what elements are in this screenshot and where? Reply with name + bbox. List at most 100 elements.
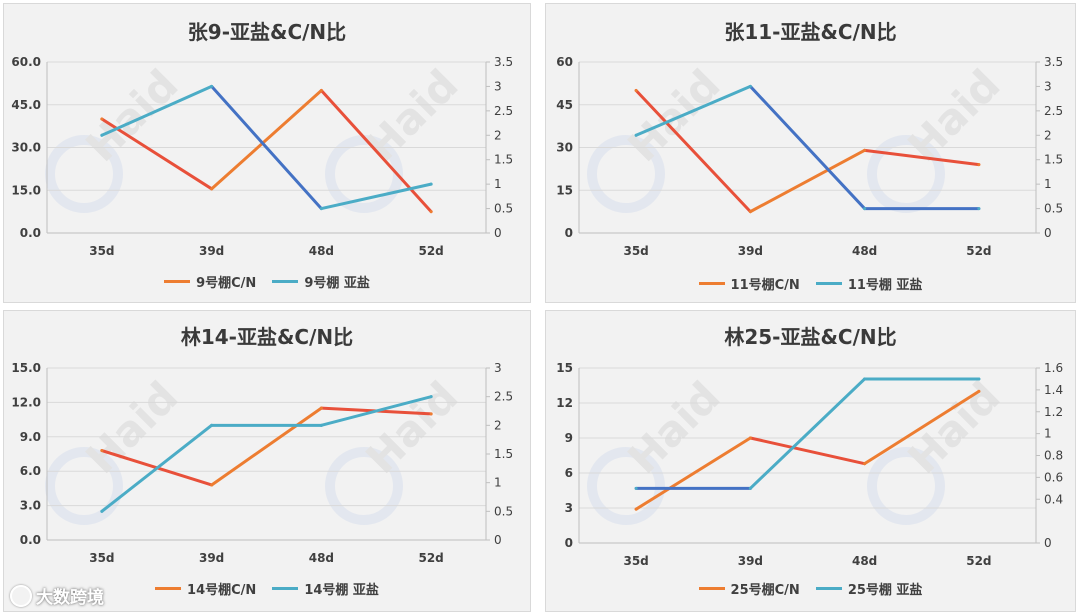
series-segment [210, 89, 323, 191]
watermark-logo-icon [867, 447, 945, 525]
data-point [429, 412, 433, 416]
y-left-tick-label: 12.0 [11, 395, 41, 409]
x-tick-label: 39d [738, 554, 763, 568]
data-point [100, 449, 104, 453]
series-segment [100, 423, 214, 513]
series-segment [748, 377, 867, 490]
y-right-tick-label: 0.8 [1044, 449, 1063, 463]
y-right-tick-label: 2 [494, 128, 502, 142]
y-left-tick-label: 9 [565, 431, 573, 445]
legend-item-nitrite: 11号棚 亚盐 [815, 274, 923, 293]
x-tick-label: 39d [199, 551, 224, 565]
chart-panel-lin25: Haid Haid 0 3 6 9 12 15 0 0.4 0.6 0.8 1 1.2 1.4 1.6 35d 3… [545, 310, 1076, 612]
y-left-tick-label: 60 [556, 55, 573, 69]
y-right-tick-label: 1.5 [494, 153, 513, 167]
y-right-tick-label: 0 [494, 226, 502, 240]
y-left-tick-label: 0.0 [20, 533, 41, 547]
legend-item-nitrite: 9号棚 亚盐 [272, 272, 370, 291]
watermark-logo-icon [587, 135, 665, 213]
series-segment [100, 117, 214, 191]
y-left-tick-label: 15.0 [11, 361, 41, 375]
x-tick-label: 52d [966, 554, 991, 568]
y-left-tick-label: 15.0 [11, 183, 41, 197]
data-point [634, 133, 638, 137]
y-right-tick-label: 1.5 [494, 447, 513, 461]
x-tick-label: 48d [852, 554, 877, 568]
y-right-tick-label: 0 [1044, 226, 1052, 240]
x-tick-label: 35d [89, 244, 114, 258]
series-segment [748, 148, 867, 214]
y-right-tick-label: 0 [494, 533, 502, 547]
y-right-tick-label: 0.5 [494, 202, 513, 216]
y-right-tick-label: 3 [494, 79, 502, 93]
legend-label: 9号棚 亚盐 [304, 276, 370, 291]
x-tick-label: 48d [309, 244, 334, 258]
x-tick-label: 35d [623, 244, 648, 258]
y-right-tick-label: 0.5 [494, 504, 513, 518]
chart-svg-zhang9: Haid Haid 0.0 15.0 30.0 45.0 60.0 0 0.5 1 1.5 2 2.5 3… [11, 55, 513, 258]
y-left-tick-label: 45 [556, 98, 573, 112]
data-point [863, 462, 867, 466]
y-right-tick-label: 2 [1044, 128, 1052, 142]
chart-title: 张11-亚盐&C/N比 [724, 20, 897, 44]
chart-svg-lin25: Haid Haid 0 3 6 9 12 15 0 0.4 0.6 0.8 1 1.2 1.4 1.6 35d 3… [556, 361, 1063, 568]
y-right-tick-label: 0.6 [1044, 470, 1063, 484]
data-point [748, 436, 752, 440]
y-right-tick-label: 1.6 [1044, 361, 1063, 375]
x-tick-label: 52d [966, 244, 991, 258]
data-point [977, 377, 981, 381]
y-right-tick-label: 1 [1044, 427, 1052, 441]
data-point [429, 210, 433, 214]
series-segment [748, 84, 867, 211]
chart-legend: 11号棚C/N 11号棚 亚盐 [546, 274, 1075, 293]
legend-label: 25号棚 亚盐 [847, 583, 923, 598]
y-right-tick-label: 3 [494, 361, 502, 375]
chart-legend: 9号棚C/N 9号棚 亚盐 [4, 272, 530, 291]
y-right-tick-label: 3.5 [494, 55, 513, 69]
y-right-tick-label: 0.4 [1044, 492, 1063, 506]
chart-title: 张9-亚盐&C/N比 [187, 20, 347, 44]
data-point [748, 486, 752, 490]
data-point [100, 117, 104, 121]
legend-label: 25号棚C/N [730, 583, 800, 598]
data-point [634, 486, 638, 490]
y-right-tick-label: 1 [1044, 177, 1052, 191]
watermark-text: Haid [618, 60, 729, 171]
legend-item-nitrite: 25号棚 亚盐 [815, 579, 923, 598]
legend-label: 11号棚C/N [730, 278, 800, 293]
chart-panel-zhang11: Haid Haid 0 15 30 45 60 0 0.5 1 1.5 2 2.5 3 3.5 35d 39d 4… [545, 3, 1076, 303]
chart-title: 林14-亚盐&C/N比 [180, 325, 354, 349]
y-right-tick-label: 1 [494, 177, 502, 191]
site-watermark-text: 大数跨境 [36, 588, 104, 608]
chart-legend: 25号棚C/N 25号棚 亚盐 [546, 579, 1075, 598]
y-right-tick-label: 2 [494, 418, 502, 432]
y-left-tick-label: 15 [556, 361, 573, 375]
y-left-tick-label: 30.0 [11, 141, 41, 155]
y-right-tick-label: 1.2 [1044, 405, 1063, 419]
legend-item-cn: 25号棚C/N [698, 579, 800, 598]
y-left-tick-label: 15 [556, 183, 573, 197]
x-tick-label: 48d [309, 551, 334, 565]
watermark-text: Haid [76, 372, 187, 483]
legend-label: 14号棚 亚盐 [304, 583, 379, 598]
data-point [319, 89, 323, 92]
watermark-logo-icon [587, 447, 665, 525]
series-segment [863, 389, 981, 466]
chart-legend: 14号棚C/N 14号棚 亚盐 [4, 579, 530, 598]
y-left-tick-label: 6.0 [20, 464, 41, 478]
y-left-tick-label: 0 [565, 226, 573, 240]
data-point [319, 207, 323, 211]
data-point [210, 423, 214, 427]
series-segment [319, 89, 433, 214]
series-segment [319, 182, 433, 211]
x-tick-label: 52d [418, 244, 443, 258]
watermark-logo-icon [325, 447, 403, 525]
legend-label: 11号棚 亚盐 [847, 278, 923, 293]
y-right-tick-label: 2.5 [494, 104, 513, 118]
x-tick-label: 52d [418, 551, 443, 565]
data-point [210, 483, 214, 487]
series-segment [748, 436, 867, 466]
data-point [863, 148, 867, 152]
data-point [634, 507, 638, 511]
legend-item-cn: 14号棚C/N [155, 579, 256, 598]
